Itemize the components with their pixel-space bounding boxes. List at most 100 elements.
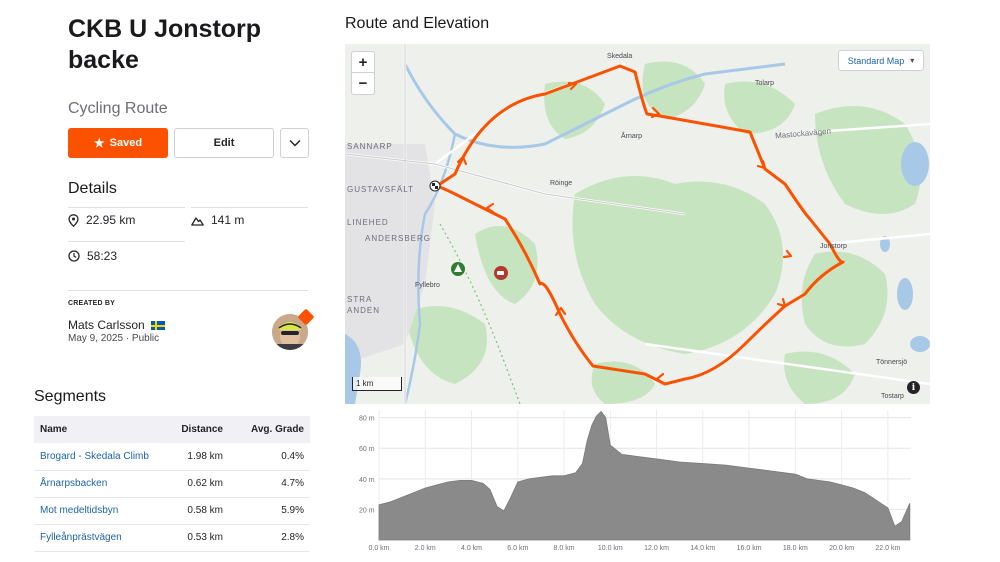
time-stat: 58:23 bbox=[68, 249, 117, 263]
start-marker-icon bbox=[429, 180, 441, 192]
segment-distance: 1.98 km bbox=[165, 443, 225, 471]
details-divider bbox=[68, 207, 185, 208]
elevation-area bbox=[378, 410, 911, 541]
route-map[interactable]: Skedala Tolarp Årnarp Mastockavägen SANN… bbox=[345, 44, 930, 404]
avatar[interactable] bbox=[272, 314, 308, 350]
saved-button[interactable]: ★ Saved bbox=[68, 128, 168, 158]
place-label: Röinge bbox=[550, 180, 573, 187]
athlete-name-row[interactable]: Mats Carlsson bbox=[68, 318, 166, 332]
direction-arrows bbox=[456, 81, 793, 385]
x-tick-label: 4.0 km bbox=[461, 545, 482, 552]
map-heading: Route and Elevation bbox=[345, 15, 490, 32]
sweden-flag-icon bbox=[151, 321, 166, 331]
star-icon: ★ bbox=[93, 136, 105, 150]
map-canvas[interactable] bbox=[345, 44, 930, 404]
location-pin-icon bbox=[68, 213, 79, 227]
segment-distance: 0.62 km bbox=[165, 470, 225, 498]
route-type: Cycling Route bbox=[68, 100, 168, 117]
y-tick-label: 20 m bbox=[359, 507, 375, 514]
route-line bbox=[435, 64, 845, 386]
more-options-button[interactable] bbox=[280, 128, 309, 158]
place-label: Tolarp bbox=[755, 80, 775, 87]
zoom-in-button[interactable]: + bbox=[351, 51, 375, 73]
place-label: Fyllebro bbox=[415, 282, 440, 289]
x-tick-label: 18.0 km bbox=[783, 545, 808, 552]
x-tick-label: 22.0 km bbox=[875, 545, 900, 552]
distance-stat: 22.95 km bbox=[68, 213, 135, 227]
route-title: CKB U Jonstorp backe bbox=[68, 15, 262, 74]
place-label: Tostarp bbox=[881, 393, 904, 400]
created-by-label: CREATED BY bbox=[68, 300, 115, 307]
elevation-value: 141 m bbox=[211, 213, 245, 227]
district-label: STRA bbox=[347, 295, 373, 304]
x-tick-label: 0.0 km bbox=[368, 545, 389, 552]
athlete-name[interactable]: Mats Carlsson bbox=[68, 318, 145, 332]
cafe-marker-icon bbox=[494, 266, 508, 280]
section-divider bbox=[68, 290, 308, 291]
park-marker-icon bbox=[451, 262, 465, 276]
x-tick-label: 14.0 km bbox=[690, 545, 715, 552]
route-meta: May 9, 2025 · Public bbox=[68, 333, 160, 344]
elevation-stat: 141 m bbox=[191, 213, 244, 227]
chevron-down-icon: ▾ bbox=[910, 56, 915, 65]
district-label: ANDERSBERG bbox=[365, 234, 432, 243]
segment-grade: 0.4% bbox=[225, 443, 310, 471]
distance-value: 22.95 km bbox=[86, 213, 136, 227]
segment-grade: 5.9% bbox=[225, 497, 310, 525]
zoom-out-button[interactable]: − bbox=[351, 73, 375, 95]
map-style-dropdown[interactable]: Standard Map ▾ bbox=[838, 50, 924, 71]
edit-button[interactable]: Edit bbox=[174, 128, 274, 158]
column-distance: Distance bbox=[165, 416, 225, 443]
segment-distance: 0.53 km bbox=[165, 524, 225, 552]
mountain-icon bbox=[191, 216, 204, 226]
x-tick-label: 6.0 km bbox=[507, 545, 528, 552]
details-heading: Details bbox=[68, 180, 117, 197]
x-tick-label: 2.0 km bbox=[415, 545, 436, 552]
elevation-chart[interactable]: 20 m 40 m 60 m 80 m 0.0 km 2.0 km 4.0 km 6.0 km… bbox=[345, 410, 930, 560]
athlete-photo-icon bbox=[272, 314, 308, 350]
chevron-down-icon bbox=[288, 139, 301, 147]
place-label: Jonstorp bbox=[820, 243, 847, 250]
x-tick-label: 10.0 km bbox=[598, 545, 623, 552]
x-tick-label: 20.0 km bbox=[829, 545, 854, 552]
segment-name-link[interactable]: Årnarpsbacken bbox=[34, 470, 165, 498]
x-tick-label: 8.0 km bbox=[554, 545, 575, 552]
info-button[interactable]: i bbox=[907, 381, 920, 394]
y-tick-label: 40 m bbox=[359, 477, 375, 484]
segment-name-link[interactable]: Fylleånprästvägen bbox=[34, 524, 165, 552]
segment-grade: 4.7% bbox=[225, 470, 310, 498]
y-tick-label: 80 m bbox=[359, 416, 375, 423]
table-row[interactable]: Fylleånprästvägen 0.53 km 2.8% bbox=[34, 524, 310, 552]
saved-label: Saved bbox=[109, 137, 143, 149]
details-divider bbox=[191, 207, 308, 208]
table-row[interactable]: Årnarpsbacken 0.62 km 4.7% bbox=[34, 470, 310, 498]
table-row[interactable]: Mot medeltidsbyn 0.58 km 5.9% bbox=[34, 497, 310, 525]
district-label: LINEHED bbox=[347, 218, 389, 227]
details-divider bbox=[68, 241, 185, 242]
x-tick-label: 12.0 km bbox=[644, 545, 669, 552]
segments-heading: Segments bbox=[34, 388, 107, 405]
lakes bbox=[880, 142, 930, 352]
place-label: Skedala bbox=[607, 53, 633, 60]
district-label: ANDEN bbox=[347, 306, 381, 315]
table-row[interactable]: Brogard - Skedala Climb 1.98 km 0.4% bbox=[34, 443, 310, 471]
segment-distance: 0.58 km bbox=[165, 497, 225, 525]
y-tick-label: 60 m bbox=[359, 446, 375, 453]
column-name: Name bbox=[34, 416, 165, 443]
segment-name-link[interactable]: Brogard - Skedala Climb bbox=[34, 443, 165, 471]
place-label: Årnarp bbox=[621, 133, 643, 140]
table-header-row: Name Distance Avg. Grade bbox=[34, 416, 310, 443]
time-value: 58:23 bbox=[87, 249, 118, 263]
map-scale: 1 km bbox=[352, 377, 402, 391]
district-label: GUSTAVSFÄLT bbox=[347, 185, 415, 194]
clock-icon bbox=[68, 250, 80, 262]
forest-areas bbox=[405, 61, 921, 404]
segments-table: Name Distance Avg. Grade Brogard - Skeda… bbox=[34, 416, 310, 552]
map-style-label: Standard Map bbox=[847, 55, 905, 66]
segment-name-link[interactable]: Mot medeltidsbyn bbox=[34, 497, 165, 525]
district-label: SANNARP bbox=[347, 142, 393, 151]
place-label: Tönnersjö bbox=[876, 359, 908, 366]
column-grade: Avg. Grade bbox=[225, 416, 310, 443]
x-tick-label: 16.0 km bbox=[737, 545, 762, 552]
segment-grade: 2.8% bbox=[225, 524, 310, 552]
